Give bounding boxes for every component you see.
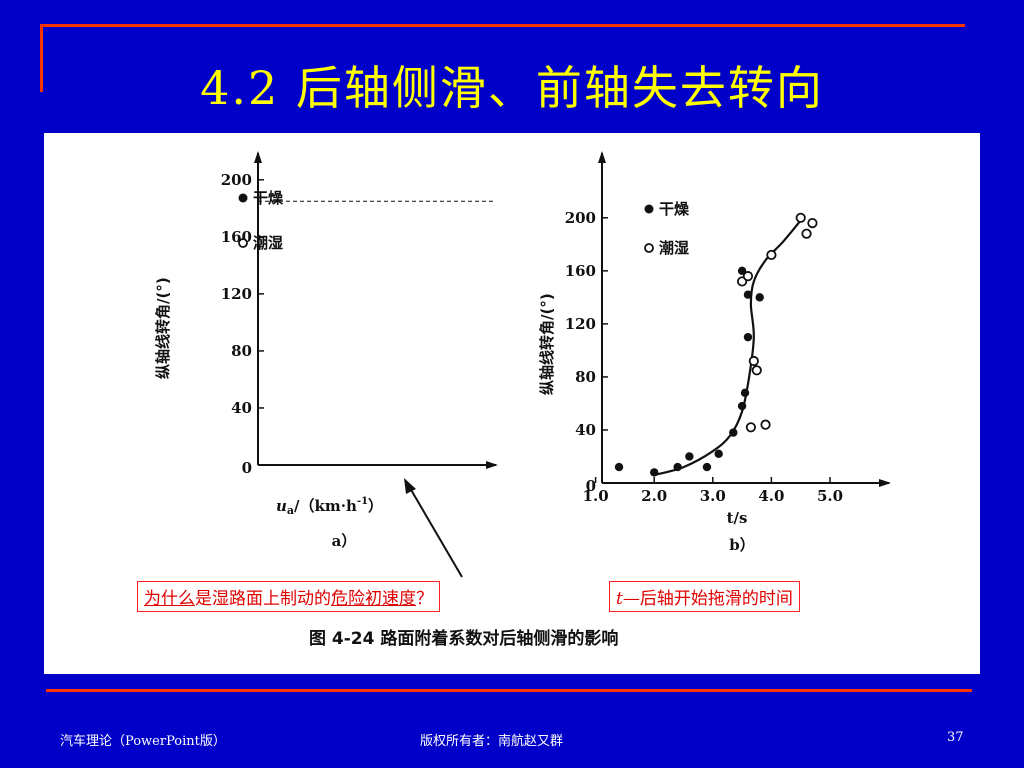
chart-b-point-dry [737,401,747,411]
chart-a-y-tick-label: 40 [231,399,252,417]
time-definition: —后轴开始拖滑的时间 [622,589,793,609]
chart-b-x-tick-label: 4.0 [758,487,784,505]
chart-b-legend-wet-label: 潮湿 [659,239,689,257]
chart-b-point-wet [801,228,812,239]
chart-b [594,151,891,487]
chart-a-y-tick-label: 200 [221,171,252,189]
chart-a-y-axis-label: 纵轴线转角/(°) [154,277,172,379]
time-symbol: t [616,589,623,609]
chart-a-y-tick-label: 0 [242,459,252,477]
annotation-arrow-line [409,487,463,578]
chart-b-y-arrow [598,151,606,163]
time-definition-callout: t—后轴开始拖滑的时间 [609,581,800,612]
chart-b-y-tick-label: 160 [565,262,596,280]
chart-a-y-tick-label: 80 [231,342,252,360]
question-why: 为什么 [144,589,195,609]
chart-b-legend-dry-marker [644,204,654,214]
question-middle: 是湿路面上制动的 [195,589,331,609]
chart-a-x-axis-label: ua/（km·h-1） [276,496,383,517]
chart-b-x-tick-label: 5.0 [817,487,843,505]
chart-b-sublabel: b） [729,536,755,554]
footer-course-name: 汽车理论（PowerPoint版） [60,734,226,749]
chart-b-legend-wet-marker [644,243,654,253]
chart-a-y-arrow [254,151,262,163]
chart-b-point-dry [740,388,750,398]
figure-caption: 图 4-24 路面附着系数对后轴侧滑的影响 [309,628,618,649]
question-callout: 为什么是湿路面上制动的危险初速度？ [137,581,440,612]
chart-b-point-wet [751,365,762,376]
chart-a-legend-dry-marker [238,193,248,203]
title-bracket-vertical [40,24,43,92]
chart-b-y-tick-label: 120 [565,315,596,333]
chart-a-sublabel: a） [332,532,357,550]
chart-b-x-tick-label: 2.0 [641,487,667,505]
chart-b-point-dry [650,468,659,477]
chart-b-point-dry [714,449,723,459]
chart-b-point-wet [748,355,759,367]
chart-b-point-dry [702,462,712,472]
chart-b-point-dry [729,428,738,437]
chart-a [254,151,498,469]
chart-b-y-tick-label: 80 [575,368,596,386]
slide-title: 4.2 后轴侧滑、前轴失去转向 [200,61,824,115]
chart-b-point-wet [760,419,771,430]
chart-a-legend-wet-label: 潮湿 [253,234,283,252]
title-bracket-horizontal [40,24,965,27]
chart-b-point-wet [807,218,818,229]
chart-b-point-dry [614,462,624,472]
chart-b-x-tick-label: 3.0 [700,487,726,505]
question-mark: ？ [416,589,433,609]
chart-b-point-wet [766,249,777,261]
chart-b-point-dry [685,452,694,461]
chart-b-point-dry [673,462,682,472]
chart-b-y-axis-label: 纵轴线转角/(°) [538,293,556,395]
chart-b-legend-dry-label: 干燥 [659,200,690,218]
chart-b-y-tick-label: 40 [575,421,596,439]
chart-b-point-wet [795,212,806,223]
chart-b-x-arrow [879,479,891,487]
chart-a-y-tick-label: 120 [221,285,252,303]
chart-b-point-wet [742,271,754,282]
page-number: 37 [947,730,964,745]
chart-b-y-tick-label: 0 [586,477,596,495]
annotation-arrow-head [404,478,416,494]
chart-b-curve-dry [653,219,802,477]
footer-copyright: 版权所有者：南航赵又群 [420,734,564,749]
chart-b-point-dry [743,332,753,342]
chart-b-y-tick-label: 200 [565,209,596,227]
chart-b-point-dry [743,290,753,299]
chart-b-x-tick-label: 1.0 [583,487,609,505]
figure-svg: 04080120160200204060040801201602001.02.0… [154,151,891,649]
chart-a-legend-dry-label: 干燥 [253,189,284,207]
chart-b-point-dry [755,293,764,302]
chart-a-legend-wet-marker [238,238,248,248]
chart-a-x-arrow [486,461,498,469]
chart-b-point-wet [745,422,756,433]
footer-divider [46,689,972,692]
chart-b-x-axis-label: t/s [727,509,748,527]
question-critical-speed: 危险初速度 [331,589,416,609]
